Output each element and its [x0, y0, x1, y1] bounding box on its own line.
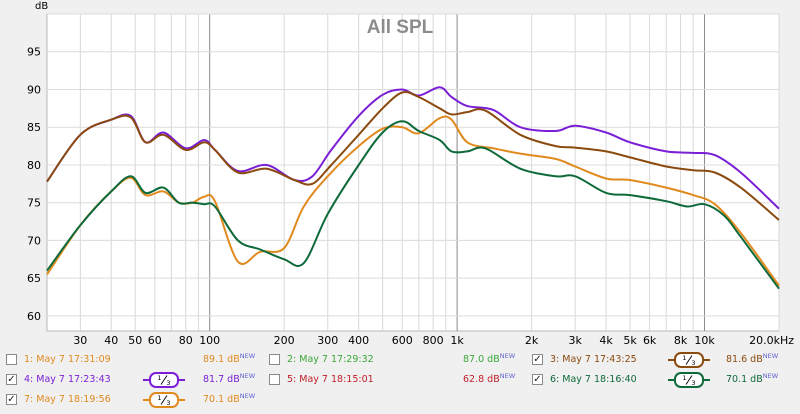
legend-value-2: 87.0 dBNEW — [463, 352, 516, 365]
x-tick-label: 5k — [623, 334, 637, 346]
series-line-4 — [46, 120, 780, 290]
x-tick-label: 200 — [274, 334, 295, 346]
spl-chart: 60 65 70 75 80 85 90 95 30 40 50 60 80 100 200 300 400 6… — [27, 1, 795, 346]
legend-panel: 1: May 7 17:31:09 89.1 dBNEW 2: May 7 17… — [0, 346, 800, 414]
legend-checkbox-1[interactable] — [6, 354, 17, 365]
x-tick-label: 800 — [423, 334, 444, 346]
y-tick-label: 65 — [27, 272, 41, 285]
legend-checkbox-5[interactable] — [269, 374, 280, 385]
y-tick-label: 95 — [27, 46, 41, 59]
legend-value-3: 81.6 dBNEW — [726, 352, 779, 365]
svg-text:1: 1 — [157, 394, 161, 402]
x-tick-label: 600 — [392, 334, 413, 346]
y-tick-label: 70 — [27, 234, 41, 247]
y-axis-label: dB — [35, 1, 48, 12]
x-tick-label: 80 — [179, 334, 193, 346]
series-layer — [46, 86, 780, 290]
legend-label-2: 2: May 7 17:29:32 — [287, 354, 374, 365]
legend-checkbox-4[interactable]: ✓ — [6, 374, 17, 385]
legend-checkbox-7[interactable]: ✓ — [6, 394, 17, 405]
chart-title: All SPL — [367, 17, 434, 38]
svg-text:1: 1 — [682, 374, 686, 382]
x-tick-label: 10k — [694, 334, 715, 346]
legend-label-1: 1: May 7 17:31:09 — [24, 354, 111, 365]
legend-checkbox-6[interactable]: ✓ — [532, 374, 543, 385]
legend-value-6: 70.1 dBNEW — [726, 372, 779, 385]
legend-label-5: 5: May 7 18:15:01 — [287, 374, 374, 385]
legend-label-6: 6: May 7 18:16:40 — [550, 374, 637, 385]
y-tick-label: 90 — [27, 83, 41, 96]
y-tick-label: 60 — [27, 310, 41, 323]
legend-value-1: 89.1 dBNEW — [203, 352, 256, 365]
y-axis: 60 65 70 75 80 85 90 95 — [27, 46, 41, 323]
x-tick-label: 50 — [128, 334, 142, 346]
x-tick-label: 300 — [317, 334, 338, 346]
y-tick-label: 80 — [27, 159, 41, 172]
legend-entry-2[interactable]: 2: May 7 17:29:32 87.0 dBNEW — [263, 350, 528, 370]
legend-label-3: 3: May 7 17:43:25 — [550, 354, 637, 365]
legend-label-7: 7: May 7 18:19:56 — [24, 394, 111, 405]
legend-entry-1[interactable]: 1: May 7 17:31:09 89.1 dBNEW — [0, 350, 265, 370]
x-tick-label: 4k — [599, 334, 613, 346]
x-axis: 30 40 50 60 80 100 200 300 400 600 800 1k 2k 3k 4k 5k 6k… — [73, 334, 794, 346]
x-tick-label: 20.0kHz — [749, 334, 794, 346]
legend-entry-5[interactable]: 5: May 7 18:15:01 62.8 dBNEW — [263, 370, 528, 390]
svg-text:3: 3 — [691, 359, 695, 367]
series-line-2 — [46, 91, 780, 221]
x-tick-label: 2k — [525, 334, 539, 346]
legend-value-7: 70.1 dBNEW — [203, 392, 256, 405]
x-tick-label: 8k — [674, 334, 688, 346]
series-line-3 — [46, 115, 780, 287]
svg-text:3: 3 — [691, 379, 695, 387]
y-tick-label: 75 — [27, 197, 41, 210]
y-tick-label: 85 — [27, 121, 41, 134]
legend-value-4: 81.7 dBNEW — [203, 372, 256, 385]
x-tick-label: 40 — [104, 334, 118, 346]
legend-row-1: 1: May 7 17:31:09 89.1 dBNEW 2: May 7 17… — [0, 350, 800, 370]
x-tick-label: 100 — [199, 334, 220, 346]
legend-checkbox-2[interactable] — [269, 354, 280, 365]
x-tick-label: 400 — [348, 334, 369, 346]
svg-text:3: 3 — [166, 399, 170, 407]
legend-checkbox-3[interactable]: ✓ — [532, 354, 543, 365]
plot-area — [46, 13, 780, 332]
x-tick-label: 3k — [568, 334, 582, 346]
svg-text:3: 3 — [166, 379, 170, 387]
x-tick-label: 1k — [450, 334, 464, 346]
x-tick-label: 60 — [148, 334, 162, 346]
legend-label-4: 4: May 7 17:23:43 — [24, 374, 111, 385]
x-tick-label: 30 — [73, 334, 87, 346]
legend-value-5: 62.8 dBNEW — [463, 372, 516, 385]
x-tick-label: 6k — [643, 334, 657, 346]
grid-lines — [47, 13, 780, 331]
series-line-1 — [46, 86, 780, 210]
svg-text:1: 1 — [157, 374, 161, 382]
svg-text:1: 1 — [682, 354, 686, 362]
